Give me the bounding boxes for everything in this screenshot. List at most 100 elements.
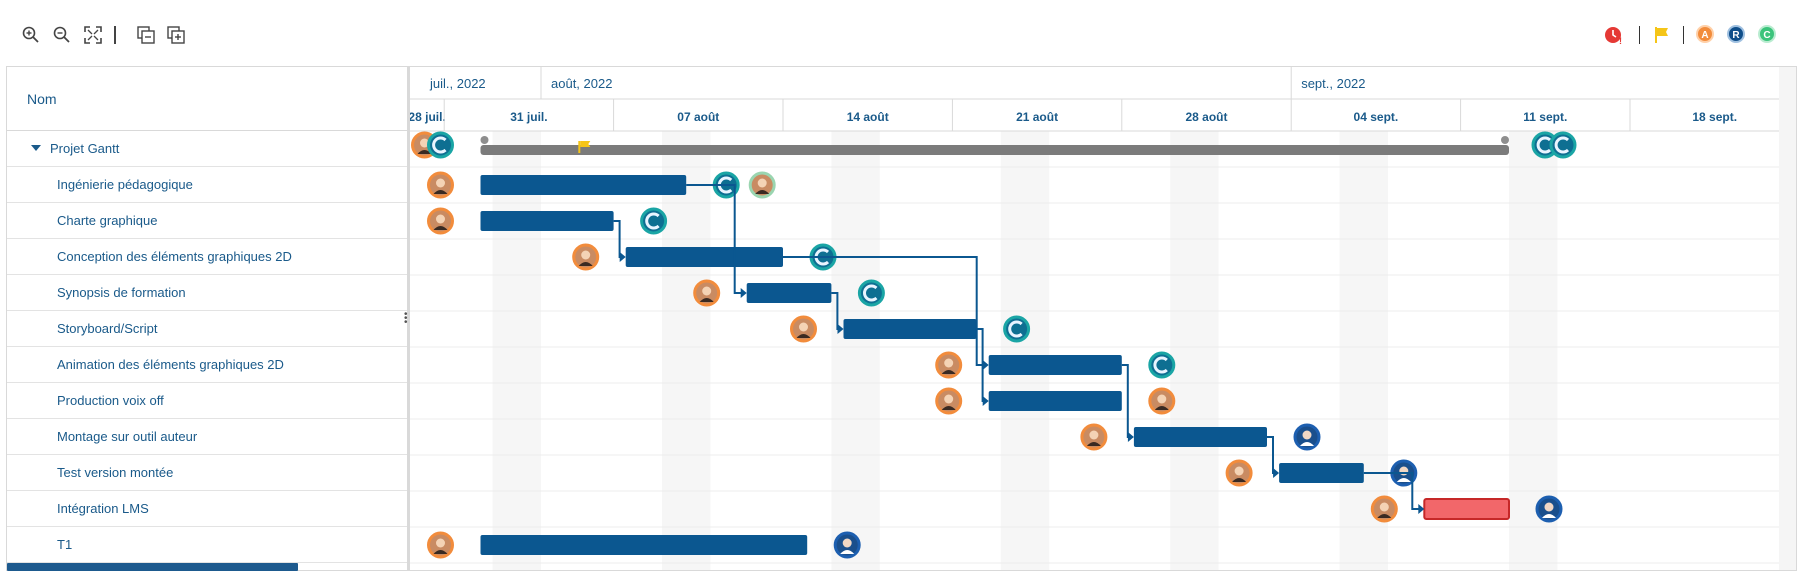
resource-avatar[interactable] — [1370, 495, 1398, 523]
summary-start-handle[interactable] — [480, 136, 489, 144]
legend-role-c[interactable]: C — [1758, 25, 1776, 43]
grid-row-summary[interactable]: Projet Gantt — [7, 131, 407, 167]
resource-avatar[interactable] — [693, 279, 721, 307]
task-bar[interactable] — [625, 247, 783, 267]
resource-avatar[interactable] — [935, 351, 963, 379]
resource-avatar[interactable] — [1148, 351, 1176, 379]
summary-bar[interactable] — [480, 145, 1510, 155]
grid-row[interactable]: Conception des éléments graphiques 2D — [7, 239, 407, 275]
task-bar[interactable] — [746, 283, 832, 303]
milestone-flag-icon[interactable] — [580, 141, 591, 147]
resource-avatar[interactable] — [427, 207, 454, 235]
week-label: 18 sept. — [1692, 110, 1737, 124]
dependency-link[interactable] — [1121, 364, 1130, 438]
task-bar[interactable] — [480, 535, 808, 555]
resource-avatar[interactable] — [1080, 423, 1108, 451]
task-name[interactable]: Projet Gantt — [50, 141, 120, 156]
task-name[interactable]: Ingénierie pédagogique — [57, 177, 193, 192]
task-name[interactable]: Conception des éléments graphiques 2D — [57, 249, 292, 264]
weekend-shade — [831, 131, 880, 570]
collapse-caret-icon[interactable] — [31, 145, 41, 151]
horizontal-scrollbar-thumb[interactable] — [7, 563, 298, 571]
task-bar[interactable] — [988, 391, 1122, 411]
resource-avatar[interactable] — [857, 279, 885, 307]
resource-avatar[interactable] — [833, 531, 861, 559]
column-header-nom[interactable]: Nom — [27, 91, 57, 107]
grid-row[interactable]: T1 — [7, 527, 407, 563]
weekend-shade — [1170, 131, 1219, 570]
task-bar[interactable] — [1133, 427, 1267, 447]
task-bar[interactable] — [480, 175, 687, 195]
resource-avatar[interactable] — [640, 207, 668, 235]
task-bar[interactable] — [1423, 498, 1510, 520]
task-name[interactable]: Intégration LMS — [57, 501, 149, 516]
resource-avatar[interactable] — [427, 171, 454, 199]
milestone-flag-icon[interactable] — [578, 141, 581, 153]
vertical-scrollbar[interactable] — [1779, 67, 1796, 570]
resource-avatar[interactable] — [1535, 495, 1563, 523]
overdue-clock-icon[interactable]: ! — [1603, 24, 1625, 46]
resource-avatar[interactable] — [1549, 131, 1577, 159]
week-label: 21 août — [1016, 110, 1058, 124]
dependency-link[interactable] — [1363, 472, 1421, 510]
grid-row[interactable]: Production voix off — [7, 383, 407, 419]
dependency-arrow-icon — [982, 396, 989, 406]
week-label: 28 août — [1185, 110, 1227, 124]
grid-row[interactable]: Ingénierie pédagogique — [7, 167, 407, 203]
grid-row[interactable]: Montage sur outil auteur — [7, 419, 407, 455]
weekend-shade — [1000, 131, 1050, 570]
resource-avatar[interactable] — [1225, 459, 1253, 487]
toolbar: ! A R C — [0, 0, 1797, 66]
dependency-link[interactable] — [686, 184, 743, 294]
task-name[interactable]: Storyboard/Script — [57, 321, 158, 336]
task-name[interactable]: Animation des éléments graphiques 2D — [57, 357, 284, 372]
weekend-shade — [662, 131, 711, 570]
summary-end-handle[interactable] — [1501, 136, 1509, 144]
week-label: 11 sept. — [1523, 110, 1567, 124]
collapse-all-icon[interactable] — [135, 24, 157, 46]
dependency-arrow-icon — [1127, 432, 1134, 442]
task-name[interactable]: Synopsis de formation — [57, 285, 186, 300]
legend-role-a[interactable]: A — [1696, 25, 1714, 43]
dependency-link[interactable] — [783, 256, 985, 366]
grid-row[interactable]: Synopsis de formation — [7, 275, 407, 311]
task-bar[interactable] — [988, 355, 1122, 375]
toolbar-separator — [114, 26, 116, 44]
month-label: août, 2022 — [551, 76, 612, 91]
resource-avatar[interactable] — [1148, 387, 1176, 415]
resource-avatar[interactable] — [427, 131, 454, 159]
legend-role-r[interactable]: R — [1727, 25, 1745, 43]
task-bar[interactable] — [480, 211, 614, 231]
grid-splitter[interactable] — [407, 67, 410, 570]
grid-header: Nom — [7, 67, 407, 131]
week-label: 28 juil. — [410, 110, 446, 124]
resource-avatar[interactable] — [935, 387, 963, 415]
grid-row[interactable]: Intégration LMS — [7, 491, 407, 527]
task-name[interactable]: Test version montée — [57, 465, 174, 480]
task-name[interactable]: Production voix off — [57, 393, 164, 408]
zoom-in-icon[interactable] — [20, 24, 42, 46]
resource-avatar[interactable] — [790, 315, 817, 343]
task-name[interactable]: Charte graphique — [57, 213, 158, 228]
grid-row[interactable]: Storyboard/Script — [7, 311, 407, 347]
grid-row[interactable]: Animation des éléments graphiques 2D — [7, 347, 407, 383]
splitter-handle-icon[interactable]: • • • — [404, 309, 408, 328]
resource-avatar[interactable] — [572, 243, 600, 271]
task-bar[interactable] — [843, 319, 977, 339]
fit-screen-icon[interactable] — [82, 24, 104, 46]
expand-all-icon[interactable] — [165, 24, 187, 46]
grid-row[interactable]: Charte graphique — [7, 203, 407, 239]
grid-row[interactable]: Test version montée — [7, 455, 407, 491]
resource-avatar[interactable] — [748, 171, 776, 199]
task-name[interactable]: Montage sur outil auteur — [57, 429, 198, 444]
task-name[interactable]: T1 — [57, 537, 73, 552]
gantt-chart: juil., 2022 août, 2022 sept., 2022 28 juil.… — [410, 67, 1779, 570]
week-label: 14 août — [847, 110, 889, 124]
week-label: 04 sept. — [1354, 110, 1399, 124]
resource-avatar[interactable] — [1003, 315, 1031, 343]
zoom-out-icon[interactable] — [51, 24, 73, 46]
milestone-flag-icon[interactable] — [1651, 24, 1673, 46]
resource-avatar[interactable] — [1293, 423, 1321, 451]
resource-avatar[interactable] — [427, 531, 454, 559]
task-bar[interactable] — [1279, 463, 1364, 483]
